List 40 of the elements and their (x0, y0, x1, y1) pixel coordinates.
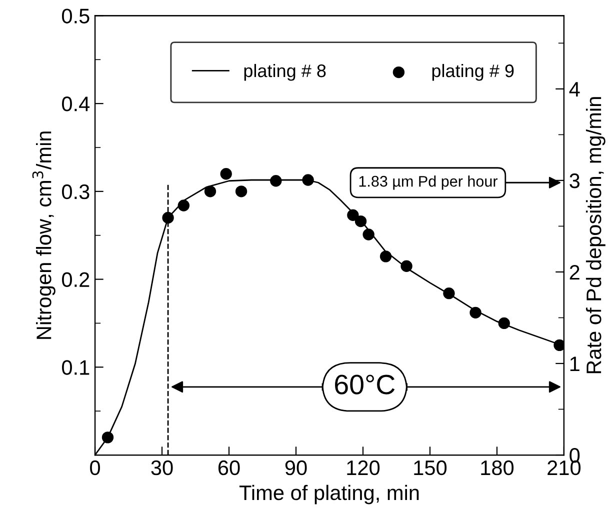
y-tick-label: 0.3 (62, 184, 90, 200)
point (220, 168, 232, 180)
y-tick-label: 0.1 (62, 360, 90, 375)
point (270, 175, 282, 187)
x-tick-label: 180 (481, 460, 514, 476)
annotation: 1.83 µm Pd per hour (359, 176, 498, 190)
x-tick-label: 30 (151, 460, 173, 476)
point (362, 228, 374, 240)
point (400, 260, 412, 272)
point (498, 317, 510, 330)
point (554, 339, 564, 352)
annotation: 60°C (335, 374, 395, 394)
y2-axis-title: Rate of Pd deposition, mg/min (586, 97, 606, 374)
x-tick-label: 120 (347, 460, 380, 476)
point (178, 200, 190, 212)
point (204, 186, 216, 198)
legend-label: plating # 8 (244, 64, 326, 81)
x-axis-title: Time of plating, min (239, 484, 419, 504)
point (380, 250, 392, 262)
point (235, 186, 248, 198)
point (347, 209, 359, 221)
point (162, 212, 174, 224)
point (354, 215, 367, 228)
y2-tick-label: 3 (570, 173, 580, 188)
x-tick-label: 60 (218, 460, 240, 476)
y-axis-title: Nitrogen flow, cm$^{3}$/min (32, 132, 56, 339)
y2-tick-label: 1 (570, 356, 580, 372)
legend-label: plating # 9 (432, 64, 514, 81)
point (102, 432, 114, 444)
y-tick-label: 0.4 (62, 96, 90, 112)
y-tick-label: 0.2 (62, 272, 90, 288)
point (302, 174, 314, 186)
y2-tick-label: 4 (569, 82, 580, 96)
point (470, 306, 482, 319)
y2-tick-label: 2 (570, 264, 580, 280)
point (443, 287, 455, 300)
y-tick-label: 0.5 (62, 8, 90, 24)
x-tick-label: 90 (285, 460, 307, 476)
x-tick-label: 150 (414, 460, 447, 476)
x-tick-label: 0 (90, 460, 100, 476)
